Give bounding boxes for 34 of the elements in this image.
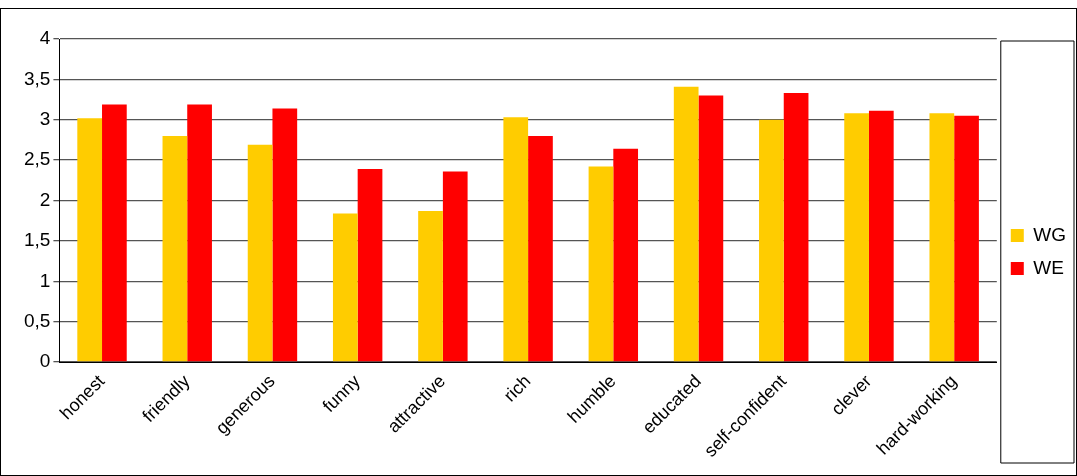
legend-label: WG: [1033, 223, 1067, 245]
x-tick-label: rich: [499, 370, 535, 406]
bar: [187, 104, 212, 362]
bar: [759, 119, 784, 362]
bar: [954, 115, 979, 362]
bar: [783, 93, 809, 362]
bar: [442, 171, 468, 362]
y-tick-label: 1: [39, 269, 51, 291]
y-tick-label: 1,5: [23, 229, 51, 251]
bar: [673, 86, 699, 362]
bar: [357, 169, 383, 362]
bar: [272, 108, 298, 362]
y-tick-label: 2: [39, 188, 51, 210]
bar: [929, 113, 955, 362]
y-tick-label: 3,5: [23, 67, 51, 89]
bar: [332, 213, 358, 362]
bar: [613, 148, 639, 362]
bar: [588, 166, 614, 362]
y-tick-label: 3: [39, 107, 51, 129]
bar: [503, 117, 529, 362]
bar: [528, 135, 553, 362]
bar: [77, 118, 103, 362]
y-tick-label: 0,5: [23, 309, 51, 331]
legend-label: WE: [1033, 256, 1064, 278]
bar: [698, 95, 724, 362]
bar: [102, 104, 127, 362]
y-tick-label: 2,5: [23, 148, 51, 170]
bar: [247, 144, 273, 362]
bar: [418, 211, 443, 362]
y-tick-label: 4: [39, 27, 51, 49]
y-tick-label: 0: [39, 350, 51, 372]
bar: [868, 110, 894, 362]
bar: [844, 113, 869, 362]
bar: [162, 135, 188, 362]
